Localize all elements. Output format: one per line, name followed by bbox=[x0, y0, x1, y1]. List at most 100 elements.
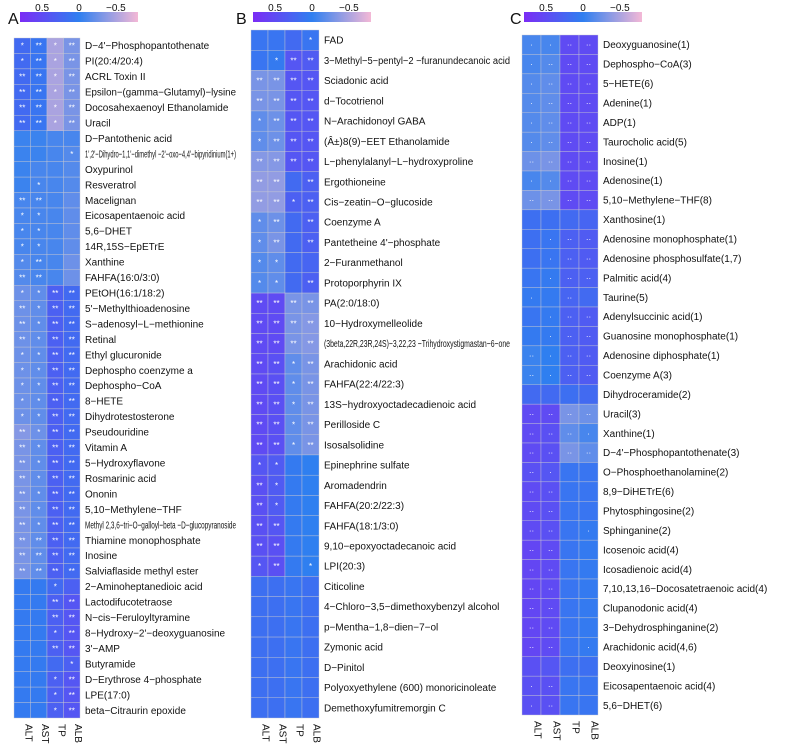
row-label: Deoxyinosine(1) bbox=[603, 662, 675, 673]
significance-mark: ·· bbox=[548, 99, 553, 108]
heatmap-cell bbox=[46, 161, 64, 178]
significance-mark: ·· bbox=[586, 449, 591, 458]
significance-mark: ** bbox=[19, 304, 25, 313]
heatmap-cell bbox=[301, 252, 320, 274]
significance-mark: ** bbox=[256, 97, 262, 106]
significance-mark: ** bbox=[52, 505, 58, 514]
significance-mark: ·· bbox=[567, 157, 572, 166]
row-label: 5−HETE(6) bbox=[603, 79, 653, 90]
significance-mark: ·· bbox=[529, 429, 534, 438]
significance-mark: ** bbox=[69, 428, 75, 437]
row-label: Inosine(1) bbox=[603, 157, 647, 168]
row-label: Ergothioneine bbox=[324, 177, 386, 188]
significance-mark: ** bbox=[256, 158, 262, 167]
significance-mark: ** bbox=[69, 320, 75, 329]
row-label: N−Arachidonoyl GABA bbox=[324, 117, 426, 128]
significance-mark: * bbox=[258, 117, 261, 126]
heatmap-cell bbox=[13, 702, 31, 719]
heatmap-cell bbox=[559, 656, 580, 677]
heatmap-cell bbox=[578, 384, 599, 405]
heatmap-cell bbox=[30, 686, 48, 703]
row-label: Adenylsuccinic acid(1) bbox=[603, 312, 703, 323]
significance-mark: ** bbox=[36, 552, 42, 561]
significance-mark: ·· bbox=[548, 565, 553, 574]
row-label: Protoporphyrin IX bbox=[324, 278, 402, 289]
heatmap-cell bbox=[301, 697, 320, 719]
row-label: Dephospho−CoA bbox=[85, 381, 162, 392]
row-label: 1',2'−Dihydro−1,1'−dimethyl −2'−oxo−4,4'… bbox=[85, 149, 236, 160]
significance-mark: ** bbox=[290, 117, 296, 126]
significance-mark: ** bbox=[307, 117, 313, 126]
significance-mark: * bbox=[37, 505, 40, 514]
row-label: Pantetheine 4'−phosphate bbox=[324, 238, 441, 249]
significance-mark: ** bbox=[19, 444, 25, 453]
significance-mark: ·· bbox=[548, 604, 553, 613]
row-label: Macelignan bbox=[85, 196, 136, 207]
significance-mark: ** bbox=[52, 614, 58, 623]
row-label: D−4'−Phosphopantothenate(3) bbox=[603, 448, 739, 459]
heatmap-cell bbox=[301, 596, 320, 618]
significance-mark: ** bbox=[19, 274, 25, 283]
row-label: Palmitic acid(4) bbox=[603, 273, 671, 284]
significance-mark: ** bbox=[273, 522, 279, 531]
significance-mark: ** bbox=[307, 360, 313, 369]
significance-mark: ** bbox=[69, 444, 75, 453]
significance-mark: ·· bbox=[548, 138, 553, 147]
row-label: Clupanodonic acid(4) bbox=[603, 604, 698, 615]
heatmap-cell bbox=[13, 686, 31, 703]
heatmap-cell bbox=[46, 223, 64, 240]
row-label: Guanosine monophosphate(1) bbox=[603, 332, 738, 343]
significance-mark: ** bbox=[307, 56, 313, 65]
row-label: Coenzyme A(3) bbox=[603, 371, 672, 382]
significance-mark: ·· bbox=[586, 371, 591, 380]
column-label-alt: ALT bbox=[532, 721, 543, 739]
colorbar-tick-label: 0 bbox=[309, 3, 315, 14]
heatmap-cell bbox=[267, 697, 286, 719]
significance-mark: ** bbox=[52, 335, 58, 344]
column-label-ast: AST bbox=[551, 721, 562, 740]
heatmap-cell bbox=[267, 636, 286, 658]
significance-mark: ·· bbox=[586, 352, 591, 361]
significance-mark: * bbox=[70, 150, 73, 159]
significance-mark: ** bbox=[290, 158, 296, 167]
significance-mark: ·· bbox=[548, 410, 553, 419]
row-label: Dephospho coenzyme a bbox=[85, 366, 193, 377]
significance-mark: * bbox=[54, 73, 57, 82]
row-label: ACRL Toxin II bbox=[85, 72, 146, 83]
significance-mark: ·· bbox=[567, 235, 572, 244]
significance-mark: * bbox=[37, 521, 40, 530]
row-label: Butyramide bbox=[85, 659, 136, 670]
heatmap-cell bbox=[540, 209, 561, 230]
significance-mark: ** bbox=[19, 521, 25, 530]
significance-mark: ·· bbox=[586, 157, 591, 166]
significance-mark: ** bbox=[69, 490, 75, 499]
significance-mark: ** bbox=[69, 73, 75, 82]
significance-mark: ** bbox=[69, 382, 75, 391]
significance-mark: ** bbox=[290, 137, 296, 146]
significance-mark: ** bbox=[52, 289, 58, 298]
significance-mark: ** bbox=[256, 421, 262, 430]
significance-mark: ·· bbox=[567, 196, 572, 205]
heatmap-cell bbox=[521, 229, 542, 249]
heatmap-cell bbox=[559, 675, 580, 696]
heatmap-cell bbox=[301, 454, 320, 476]
row-label: Sphinganine(2) bbox=[603, 526, 671, 537]
significance-mark: * bbox=[258, 461, 261, 470]
significance-mark: * bbox=[37, 382, 40, 391]
significance-mark: ·· bbox=[567, 80, 572, 89]
heatmap-cell bbox=[13, 161, 31, 178]
significance-mark: ** bbox=[69, 304, 75, 313]
significance-mark: ** bbox=[307, 299, 313, 308]
significance-mark: ** bbox=[52, 397, 58, 406]
significance-mark: * bbox=[275, 279, 278, 288]
significance-mark: * bbox=[54, 706, 57, 715]
significance-mark: * bbox=[309, 562, 312, 571]
significance-mark: · bbox=[530, 177, 533, 186]
heatmap-cell bbox=[578, 598, 599, 619]
significance-mark: * bbox=[292, 441, 295, 450]
row-label: Demethoxyfumitremorgin C bbox=[324, 703, 446, 714]
significance-mark: ** bbox=[19, 104, 25, 113]
heatmap-cell bbox=[267, 677, 286, 698]
significance-mark: ** bbox=[69, 397, 75, 406]
heatmap-cell bbox=[13, 130, 31, 147]
